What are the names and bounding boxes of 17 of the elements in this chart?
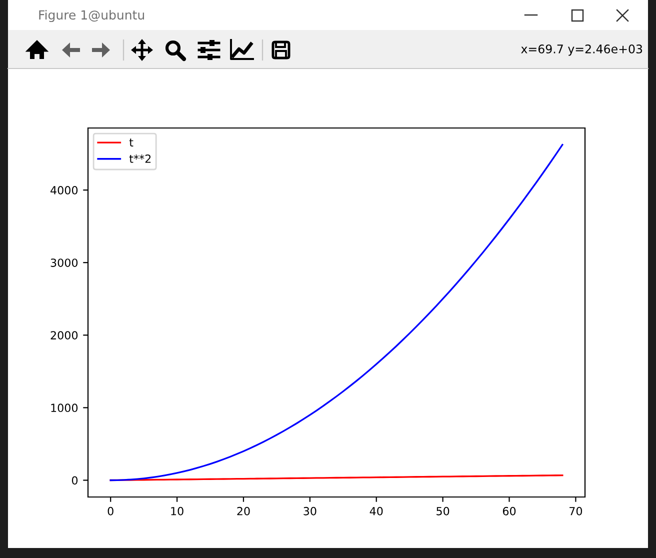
- x-tick-label: 70: [570, 506, 582, 516]
- caption: Figure 1@ubuntu: [39, 10, 144, 22]
- x-tick-label: 10: [171, 506, 184, 516]
- y-tick-label: 1000: [51, 404, 78, 412]
- legend-label: t: [129, 138, 134, 146]
- x-tick-label: 20: [237, 506, 250, 516]
- x-tick-label: 50: [436, 506, 450, 516]
- y-tick-label: 4000: [50, 186, 78, 194]
- y-tick-label: 0: [72, 476, 78, 485]
- x-tick-label: 30: [304, 506, 316, 516]
- x-tick-label: 60: [502, 506, 516, 516]
- x-tick-label: 0: [108, 506, 114, 516]
- y-tick-label: 3000: [50, 258, 78, 267]
- text: x=69.7 y=2.46e+03: [521, 44, 642, 56]
- legend-label: t**2: [129, 154, 151, 163]
- x-tick-label: 40: [370, 506, 383, 516]
- y-tick-label: 2000: [50, 331, 78, 340]
